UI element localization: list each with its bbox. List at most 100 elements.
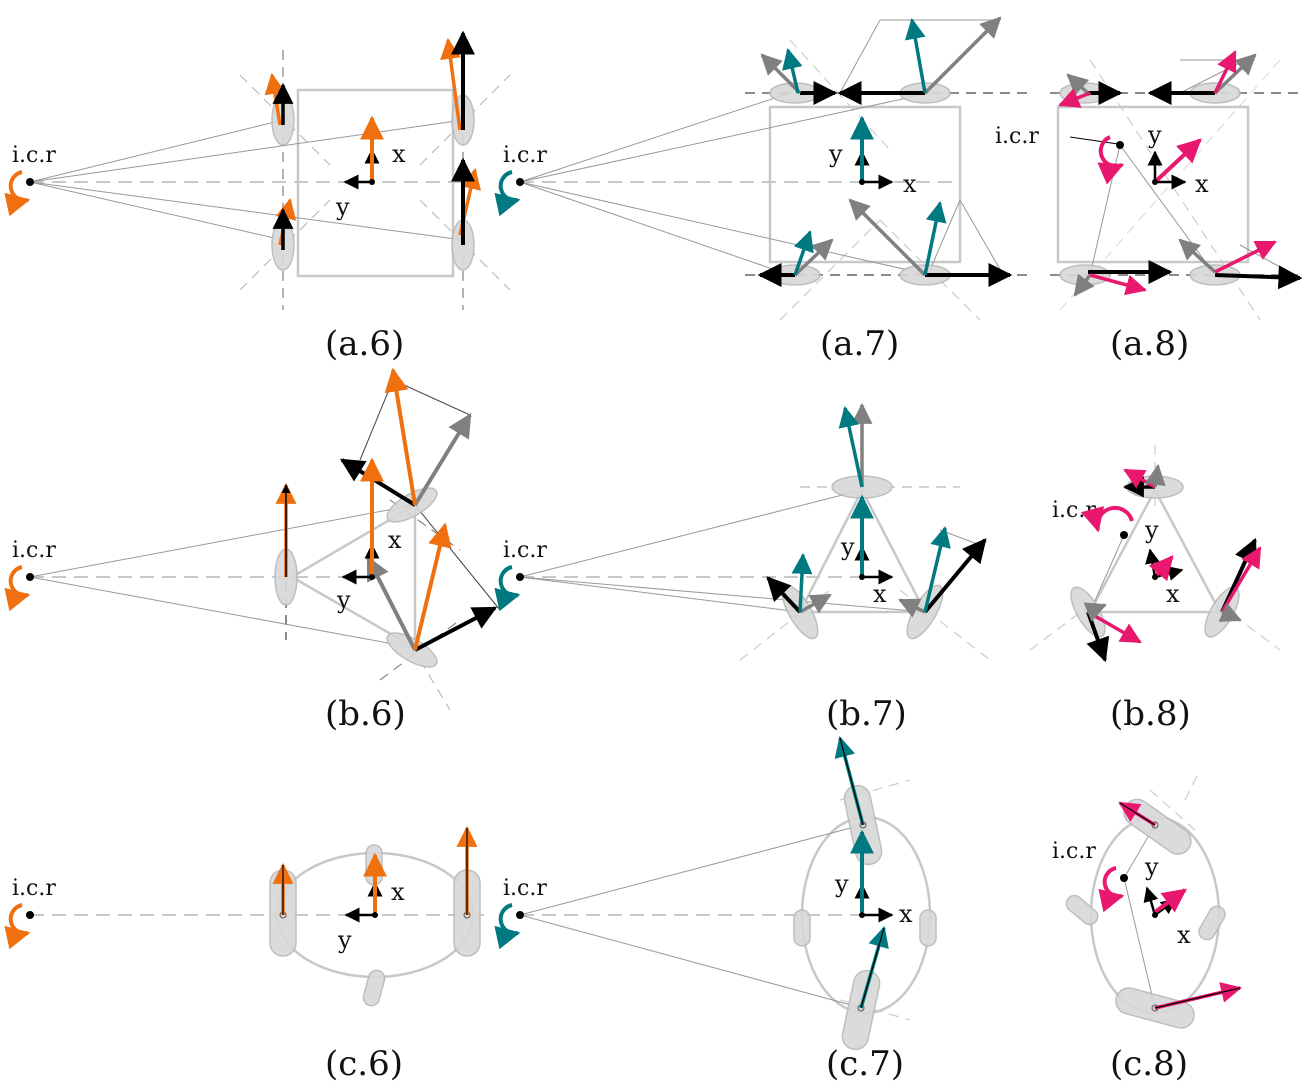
panel-b7: x y i.c.r (b.7) (494, 402, 991, 734)
wheel (1065, 894, 1099, 926)
velocity-arrow (782, 47, 803, 94)
y-axis-label: y (1144, 516, 1159, 544)
velocity-arrow (793, 230, 814, 276)
icr-label: i.c.r (12, 876, 56, 901)
velocity-arrow (1083, 602, 1107, 622)
chassis-triangle (1087, 487, 1223, 614)
y-axis-arrow (1143, 886, 1159, 916)
body-velocity-arrow (1153, 888, 1187, 914)
x-axis-label: x (1195, 170, 1209, 198)
velocity-arrow (799, 593, 832, 614)
wheel (362, 969, 386, 1007)
chassis-triangle (797, 487, 928, 614)
wheel (919, 909, 937, 947)
velocity-arrow (366, 555, 417, 651)
velocity-arrow (860, 927, 885, 1009)
velocity-arrow (384, 367, 417, 506)
velocity-arrow (1213, 50, 1237, 94)
velocity-arrow (791, 552, 813, 613)
y-axis-label: y (336, 586, 351, 614)
velocity-arrow (923, 200, 947, 276)
chassis-triangle (289, 502, 417, 651)
velocity-arrow (1144, 463, 1166, 488)
velocity-arrow (923, 16, 1002, 95)
velocity-arrow (339, 458, 417, 507)
velocity-arrow (413, 522, 452, 651)
panel-a6: x y i.c.r (a.6) (4, 30, 511, 364)
rotation-icon (4, 903, 31, 950)
panel-a7: x y i.c.r (a.7) (494, 16, 1030, 364)
velocity-arrow (898, 598, 926, 618)
velocity-arrow (1119, 802, 1156, 826)
y-axis-label: y (828, 140, 843, 168)
panel-caption: (c.8) (1110, 1044, 1188, 1084)
velocity-arrow (1066, 73, 1092, 97)
icr-label: i.c.r (503, 538, 547, 563)
x-axis-label: x (391, 878, 405, 906)
icr-point (1116, 141, 1124, 149)
x-axis-label: x (1166, 580, 1180, 608)
panel-caption: (b.8) (1110, 694, 1191, 734)
icr-label: i.c.r (503, 876, 547, 901)
rotation-icon (494, 903, 521, 950)
icr-point (516, 911, 524, 919)
panel-caption: (a.8) (1110, 324, 1189, 364)
velocity-arrow (414, 606, 498, 652)
rotation-icon (4, 565, 31, 612)
y-axis-label: y (335, 193, 350, 221)
velocity-arrow (1089, 273, 1148, 296)
body-velocity-arrow (1148, 555, 1174, 582)
body-velocity-arrow (1153, 138, 1202, 184)
icr-point (26, 573, 34, 581)
y-axis-label: y (834, 870, 849, 898)
icr-label: i.c.r (1052, 839, 1096, 864)
velocity-arrow (923, 525, 951, 613)
icr-point (1120, 531, 1128, 539)
icr-point (26, 178, 34, 186)
x-axis-label: x (392, 140, 406, 168)
icr-label: i.c.r (1052, 498, 1096, 523)
x-axis-label: x (899, 900, 913, 928)
velocity-arrow (1058, 88, 1091, 108)
velocity-arrow (1073, 273, 1095, 297)
velocity-arrow (1220, 546, 1262, 613)
velocity-arrow (923, 538, 987, 614)
panel-caption: (c.6) (325, 1044, 403, 1084)
rotation-icon (1080, 505, 1134, 533)
velocity-arrow (848, 198, 927, 277)
icr-point (1120, 874, 1128, 882)
velocity-arrow (413, 412, 472, 507)
velocity-arrow (760, 53, 802, 95)
wheel (841, 969, 881, 1051)
panel-caption: (b.7) (826, 694, 907, 734)
rotation-icon (1097, 135, 1125, 185)
panel-caption: (c.7) (826, 1044, 904, 1084)
velocity-arrow (440, 37, 462, 131)
icr-point (516, 178, 524, 186)
wheel (386, 632, 438, 668)
velocity-arrow (1213, 53, 1257, 95)
velocity-arrow (793, 238, 834, 277)
panel-caption: (a.7) (820, 324, 899, 364)
velocity-arrow (904, 17, 927, 94)
chassis-square (296, 88, 455, 278)
panel-c8: x y i.c.r (c.8) (1052, 769, 1243, 1084)
y-axis-label: y (840, 533, 855, 561)
x-axis-label: x (388, 526, 402, 554)
x-axis-label: x (873, 580, 887, 608)
y-axis-label: y (1147, 121, 1162, 149)
wheel (1198, 905, 1226, 941)
y-axis-label: y (337, 926, 352, 954)
icr-point (516, 573, 524, 581)
icr-point (26, 911, 34, 919)
panel-a8: x y i.c.r (a.8) (995, 50, 1305, 364)
panel-caption: (b.6) (325, 694, 406, 734)
rotation-icon (4, 170, 31, 217)
velocity-arrow (766, 576, 802, 614)
velocity-arrow (1178, 238, 1217, 274)
velocity-arrow (1214, 240, 1277, 274)
panel-c7: x y i.c.r (c.7) (494, 735, 937, 1084)
icr-label: i.c.r (995, 124, 1039, 149)
panel-b6: x y i.c.r (b.6) (4, 367, 501, 734)
